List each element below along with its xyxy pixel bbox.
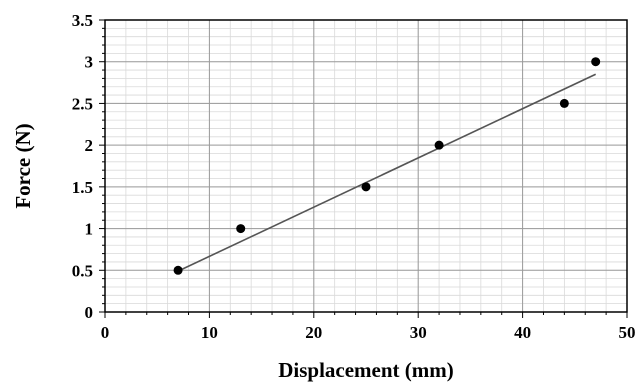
plot-area-frame [104,19,628,313]
data-point [434,140,444,150]
axis-ticks [99,19,628,318]
data-point [361,182,371,192]
x-tick-label: 40 [514,323,531,342]
x-tick-label: 20 [305,323,322,342]
y-tick-label: 3.5 [72,11,93,30]
y-tick-label: 0.5 [72,261,93,280]
x-tick-label: 0 [101,323,110,342]
x-axis-title: Displacement (mm) [278,358,454,382]
y-axis-tick-labels: 0 0.5 1 1.5 2 2.5 3 3.5 [72,11,93,322]
x-axis-tick-labels: 0 10 20 30 40 50 [101,323,636,342]
y-tick-label: 2 [85,136,94,155]
y-tick-label: 0 [85,303,94,322]
x-tick-label: 50 [619,323,636,342]
y-axis-title: Force (N) [11,123,35,208]
data-point [591,57,601,67]
linear-trendline [177,73,597,272]
data-point [559,98,569,108]
y-tick-label: 3 [85,53,94,72]
data-points [173,57,601,275]
y-tick-label: 1 [85,220,94,239]
x-tick-label: 10 [201,323,218,342]
y-tick-label: 1.5 [72,178,93,197]
data-point [236,224,246,234]
data-point [173,265,183,275]
major-gridlines [105,20,627,312]
y-tick-label: 2.5 [72,94,93,113]
x-tick-label: 30 [410,323,427,342]
